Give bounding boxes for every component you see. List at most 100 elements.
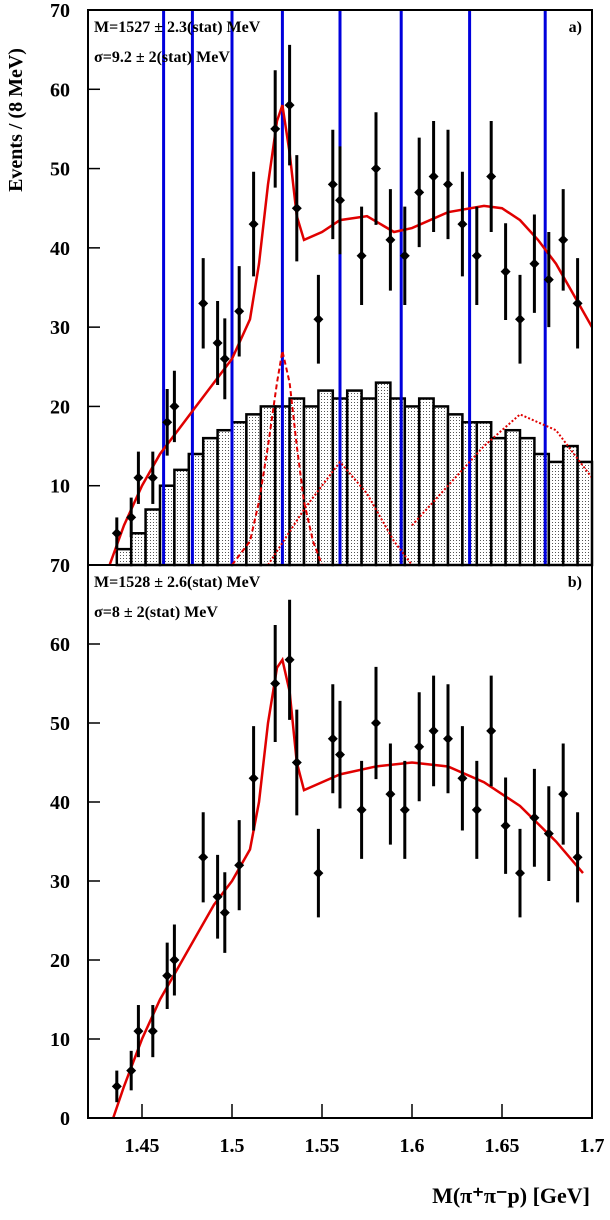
histogram-bar [360,397,378,567]
data-point [414,187,425,198]
data-point [169,955,180,965]
histogram-bar [489,436,507,567]
y-tick-label: 70 [50,0,70,22]
data-point [291,203,302,214]
histogram-bar [432,405,450,567]
data-point [428,171,439,182]
data-point [219,907,230,918]
data-point [457,773,468,784]
data-point [111,1081,122,1092]
data-point [219,353,230,364]
y-tick-label: 20 [50,950,70,972]
histogram-bar [230,421,248,567]
data-point [500,266,511,277]
data-point [572,852,583,863]
data-point [133,1026,144,1037]
fit-curve [411,413,593,527]
histogram-bar [446,413,464,567]
histogram-bar [561,444,579,567]
data-point [356,804,367,815]
data-point [356,250,367,261]
data-point [529,258,540,269]
x-tick-label: 1.45 [125,1135,160,1157]
histogram-bar [403,405,421,567]
data-point [399,250,410,261]
data-point [486,171,497,182]
data-point [443,179,453,190]
x-axis-label: M(π⁺π⁻p) [GeV] [432,1183,590,1208]
histogram-bar [317,389,335,567]
y-tick-label: 60 [50,79,70,101]
data-point [471,804,482,815]
data-point [162,970,173,981]
data-point [248,219,259,230]
histogram-bar [475,421,493,567]
data-point [327,733,338,744]
data-point [335,749,345,760]
histogram-bar [115,547,133,567]
data-point [443,733,453,744]
data-point [414,741,425,752]
y-tick-label: 10 [50,1029,70,1051]
histogram-bar [576,460,594,567]
histogram-bar [518,436,536,567]
data-point [198,852,209,863]
y-tick-label: 50 [50,159,70,181]
data-point [234,306,245,317]
histogram-bar [374,381,392,567]
y-axis-label: Events / (8 MeV) [5,48,27,192]
x-tick-label: 1.5 [220,1135,245,1157]
y-tick-label: 40 [50,792,70,814]
y-tick-label: 70 [50,555,70,577]
data-point [335,195,345,206]
fit-curve [112,656,584,1119]
histogram-bar [144,508,162,567]
histogram-bar [216,428,234,567]
data-point [486,725,497,736]
annotation: M=1528 ± 2.6(stat) MeV [94,574,261,591]
annotation: b) [568,574,582,591]
data-point [147,472,158,483]
data-point [515,868,525,879]
data-point [169,401,180,412]
data-point [126,512,137,523]
annotation: a) [569,19,582,36]
data-point [198,298,209,309]
data-point [284,654,295,665]
y-tick-label: 0 [60,1108,70,1130]
data-point [248,773,259,784]
histogram-bar [129,532,147,567]
fit-curve [231,350,323,566]
data-point [385,789,396,800]
data-point [371,163,381,174]
histogram-bar [417,397,435,567]
data-point [291,757,302,768]
data-point [371,718,381,728]
histogram-bar [302,405,320,567]
x-tick-label: 1.55 [305,1135,340,1157]
data-point [558,234,569,245]
histogram-bar [173,468,191,567]
x-tick-label: 1.6 [400,1135,425,1157]
x-tick-label: 1.65 [485,1135,520,1157]
data-point [572,298,583,309]
data-point [270,678,281,689]
x-tick-label: 1.7 [580,1135,605,1157]
y-tick-label: 60 [50,634,70,656]
histogram-bar [259,405,277,567]
y-tick-label: 20 [50,396,70,418]
data-point [515,314,525,325]
data-point [471,250,482,261]
data-point [327,179,338,190]
data-point [543,274,554,285]
data-point [212,338,223,348]
data-point [457,219,468,230]
data-point [313,868,324,879]
annotation: σ=8 ± 2(stat) MeV [94,604,218,621]
data-point [500,820,511,831]
data-point [270,123,281,134]
plot-frame [87,564,593,1119]
data-point [162,417,173,428]
data-point [234,860,245,871]
